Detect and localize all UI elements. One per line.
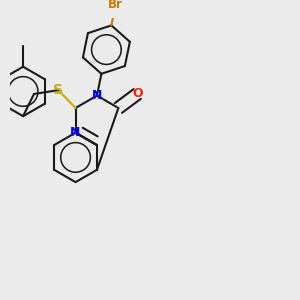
Text: N: N bbox=[92, 89, 102, 102]
Text: Br: Br bbox=[108, 0, 123, 11]
Text: N: N bbox=[70, 126, 81, 139]
Text: S: S bbox=[53, 83, 63, 97]
Text: O: O bbox=[132, 88, 142, 100]
